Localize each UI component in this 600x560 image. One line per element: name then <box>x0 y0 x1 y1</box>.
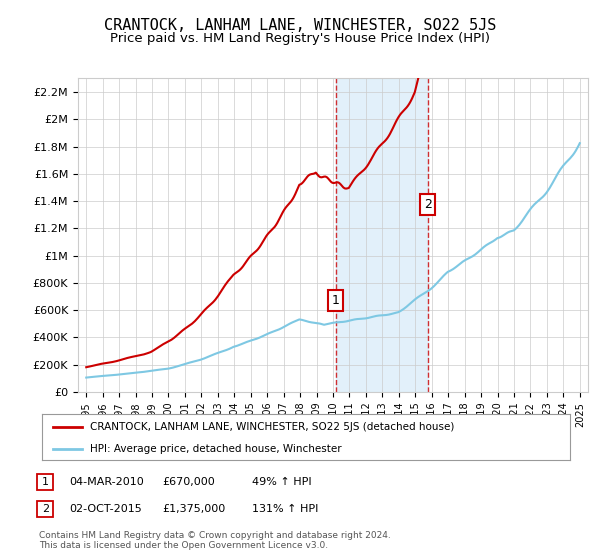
Text: 1: 1 <box>332 294 340 307</box>
Text: 131% ↑ HPI: 131% ↑ HPI <box>252 504 319 514</box>
Text: 49% ↑ HPI: 49% ↑ HPI <box>252 477 311 487</box>
Text: £670,000: £670,000 <box>162 477 215 487</box>
Text: HPI: Average price, detached house, Winchester: HPI: Average price, detached house, Winc… <box>89 444 341 454</box>
Text: CRANTOCK, LANHAM LANE, WINCHESTER, SO22 5JS: CRANTOCK, LANHAM LANE, WINCHESTER, SO22 … <box>104 18 496 33</box>
Text: 04-MAR-2010: 04-MAR-2010 <box>69 477 144 487</box>
Bar <box>336 78 428 392</box>
Text: 1: 1 <box>42 477 49 487</box>
Text: Price paid vs. HM Land Registry's House Price Index (HPI): Price paid vs. HM Land Registry's House … <box>110 32 490 45</box>
Text: 2: 2 <box>424 198 431 211</box>
FancyBboxPatch shape <box>37 501 53 517</box>
Text: 2: 2 <box>42 504 49 514</box>
Text: £1,375,000: £1,375,000 <box>162 504 225 514</box>
Text: CRANTOCK, LANHAM LANE, WINCHESTER, SO22 5JS (detached house): CRANTOCK, LANHAM LANE, WINCHESTER, SO22 … <box>89 422 454 432</box>
Text: Contains HM Land Registry data © Crown copyright and database right 2024.
This d: Contains HM Land Registry data © Crown c… <box>39 530 391 550</box>
Text: 02-OCT-2015: 02-OCT-2015 <box>69 504 142 514</box>
FancyBboxPatch shape <box>37 474 53 490</box>
